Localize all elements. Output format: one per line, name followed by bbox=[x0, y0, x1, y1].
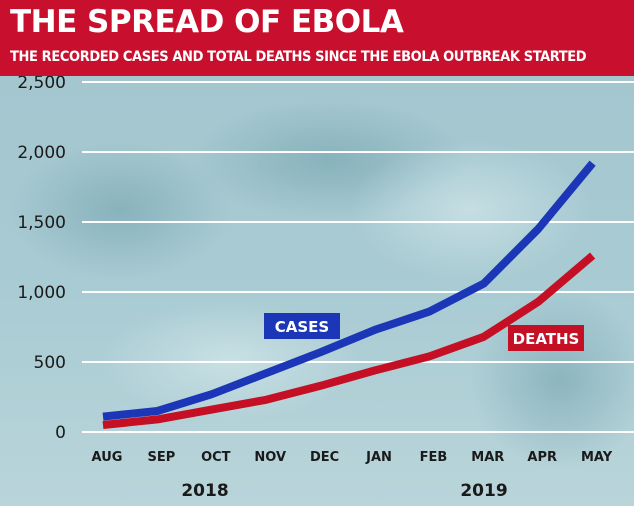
year-label: 2018 bbox=[181, 481, 228, 501]
x-tick-label: AUG bbox=[92, 450, 123, 465]
title-bar: THE SPREAD OF EBOLA THE RECORDED CASES A… bbox=[0, 0, 634, 76]
deaths-label-badge: DEATHS bbox=[508, 325, 584, 351]
y-tick-label: 2,000 bbox=[17, 143, 66, 163]
cases-label: CASES bbox=[275, 318, 329, 336]
x-tick-label: MAR bbox=[471, 450, 504, 465]
x-tick-label: OCT bbox=[201, 450, 231, 465]
deaths-label: DEATHS bbox=[513, 330, 580, 348]
x-tick-label: JAN bbox=[365, 450, 392, 465]
y-tick-label: 1,500 bbox=[17, 213, 66, 233]
x-tick-label: SEP bbox=[148, 450, 176, 465]
y-tick-label: 0 bbox=[55, 423, 66, 443]
year-label: 2019 bbox=[460, 481, 507, 501]
x-tick-label: FEB bbox=[420, 450, 448, 465]
cases-label-badge: CASES bbox=[264, 313, 340, 339]
page-title: THE SPREAD OF EBOLA bbox=[10, 4, 403, 40]
x-tick-label: APR bbox=[527, 450, 557, 465]
x-tick-label: NOV bbox=[254, 450, 286, 465]
x-tick-label: MAY bbox=[581, 450, 613, 465]
page-subtitle: THE RECORDED CASES AND TOTAL DEATHS SINC… bbox=[10, 49, 586, 65]
y-tick-label: 2,500 bbox=[17, 73, 66, 93]
x-tick-label: DEC bbox=[310, 450, 339, 465]
y-tick-label: 1,000 bbox=[17, 283, 66, 303]
y-tick-label: 500 bbox=[34, 353, 66, 373]
